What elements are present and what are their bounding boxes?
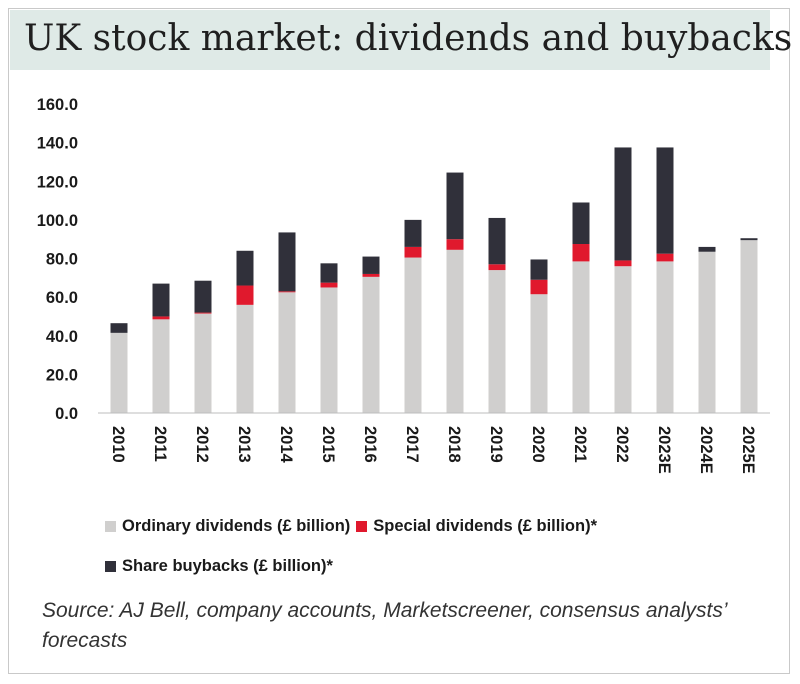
legend-label-buybacks: Share buybacks (£ billion)* — [122, 556, 333, 575]
bar-segment-buybacks — [572, 202, 590, 245]
bar-segment-ordinary — [320, 287, 338, 413]
bar-segment-buybacks — [362, 256, 380, 274]
x-tick-label: 2012 — [193, 426, 211, 463]
bar-segment-buybacks — [278, 232, 296, 292]
bar-segment-ordinary — [236, 304, 254, 413]
x-tick-label: 2017 — [403, 426, 421, 463]
bar-segment-buybacks — [236, 250, 254, 286]
legend-swatch-special — [356, 520, 368, 532]
x-tick-label: 2020 — [529, 426, 547, 463]
bar-segment-ordinary — [152, 319, 170, 413]
bar-segment-buybacks — [614, 147, 632, 261]
bar-segment-special — [446, 239, 464, 250]
bar-segment-buybacks — [488, 217, 506, 265]
bar-segment-special — [278, 291, 296, 293]
x-tick-label: 2010 — [109, 426, 127, 463]
bar-segment-buybacks — [530, 259, 548, 280]
bar-segment-buybacks — [152, 283, 170, 317]
legend: Ordinary dividends (£ billion) Special d… — [105, 506, 765, 586]
x-tick-label: 2011 — [151, 426, 169, 462]
bar-segment-buybacks — [740, 238, 758, 241]
bar-segment-special — [572, 244, 590, 262]
bar-segment-ordinary — [614, 266, 632, 413]
bar-segment-special — [530, 279, 548, 295]
bar-segment-buybacks — [446, 172, 464, 240]
y-tick-label: 20.0 — [46, 366, 78, 384]
bar-segment-ordinary — [698, 251, 716, 413]
bar-segment-buybacks — [404, 219, 422, 247]
y-tick-label: 140.0 — [37, 135, 78, 153]
bar-segment-special — [404, 246, 422, 258]
bar-segment-ordinary — [572, 261, 590, 413]
bar-segment-special — [320, 282, 338, 288]
bar-segment-ordinary — [362, 276, 380, 413]
y-tick-label: 40.0 — [46, 328, 78, 346]
y-tick-label: 60.0 — [46, 289, 78, 307]
bar-segment-buybacks — [320, 263, 338, 283]
x-tick-label: 2023E — [655, 426, 673, 474]
source-note: Source: AJ Bell, company accounts, Marke… — [42, 599, 727, 652]
x-tick-label: 2024E — [697, 426, 715, 474]
bar-segment-ordinary — [404, 257, 422, 413]
x-tick-label: 2021 — [571, 426, 589, 463]
x-tick-label: 2019 — [487, 426, 505, 463]
bar-segment-special — [194, 312, 212, 314]
bar-segment-ordinary — [446, 249, 464, 413]
bar-segment-special — [488, 264, 506, 271]
title-bar: UK stock market: dividends and buybacks — [10, 10, 792, 70]
y-tick-label: 120.0 — [37, 173, 78, 191]
y-tick-label: 100.0 — [37, 212, 78, 230]
bar-segment-special — [236, 285, 254, 305]
x-tick-label: 2025E — [739, 426, 757, 474]
bar-segment-buybacks — [698, 246, 716, 252]
x-tick-label: 2018 — [445, 426, 463, 463]
bar-segment-buybacks — [656, 147, 674, 254]
x-tick-label: 2014 — [277, 426, 295, 464]
bar-segment-ordinary — [278, 292, 296, 413]
legend-item-buybacks: Share buybacks (£ billion)* — [105, 557, 333, 576]
legend-item-special: Special dividends (£ billion)* — [356, 517, 597, 536]
x-tick-label: 2016 — [361, 426, 379, 463]
chart-title: UK stock market: dividends and buybacks — [24, 18, 793, 59]
bar-segment-buybacks — [110, 323, 128, 333]
legend-swatch-buybacks — [105, 560, 116, 572]
y-tick-label: 0.0 — [55, 405, 78, 423]
bar-segment-special — [152, 316, 170, 320]
legend-swatch-ordinary — [105, 520, 116, 532]
legend-label-special: Special dividends (£ billion)* — [373, 516, 597, 535]
bar-segment-buybacks — [194, 280, 212, 313]
bar-segment-special — [614, 260, 632, 267]
legend-row: Ordinary dividends (£ billion) Special d… — [105, 506, 765, 546]
x-tick-label: 2022 — [613, 426, 631, 463]
bar-segment-ordinary — [194, 313, 212, 413]
bar-segment-ordinary — [740, 240, 758, 413]
x-tick-label: 2015 — [319, 426, 337, 463]
legend-item-ordinary: Ordinary dividends (£ billion) — [105, 517, 350, 536]
x-tick-label: 2013 — [235, 426, 253, 463]
stacked-bar-chart: 0.0 20.0 40.0 60.0 80.0 100.0 120.0 140.0 160.0 2… — [37, 96, 770, 474]
bar-segment-ordinary — [656, 261, 674, 413]
y-tick-label: 80.0 — [46, 251, 78, 269]
legend-row: Share buybacks (£ billion)* — [105, 546, 765, 586]
bar-segment-ordinary — [488, 270, 506, 413]
bar-segment-ordinary — [530, 294, 548, 413]
bar-segment-ordinary — [110, 332, 128, 413]
legend-label-ordinary: Ordinary dividends (£ billion) — [122, 516, 351, 535]
bar-segment-special — [656, 253, 674, 262]
bar-segment-special — [362, 273, 380, 277]
y-tick-label: 160.0 — [37, 96, 78, 114]
